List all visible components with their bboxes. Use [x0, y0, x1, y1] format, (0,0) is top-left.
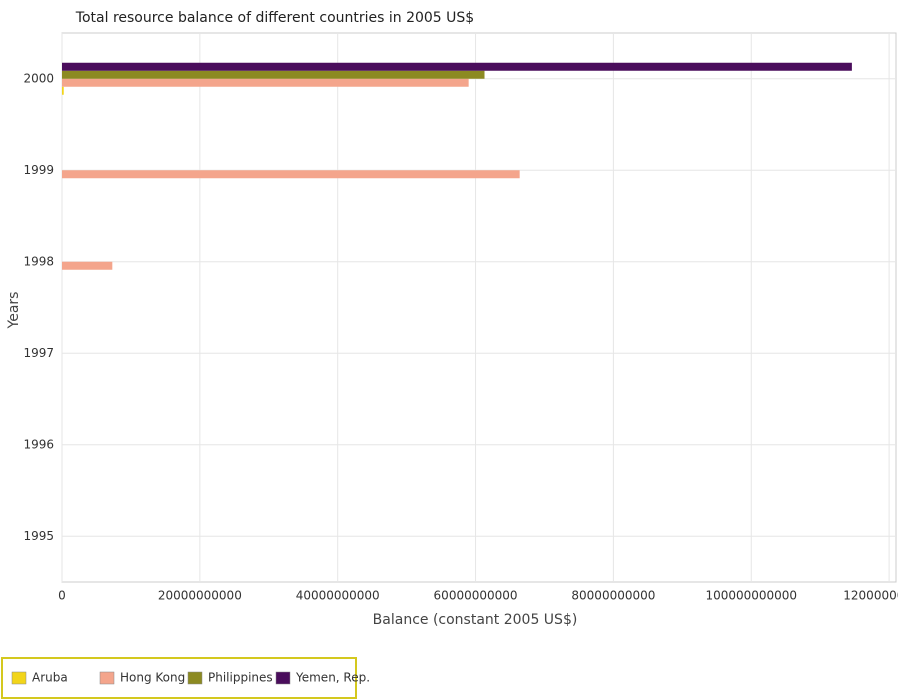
bar: [62, 70, 485, 79]
x-tick-label: 20000000000: [158, 589, 242, 603]
y-tick-label: 2000: [23, 71, 54, 85]
x-tick-label: 100000000000: [705, 589, 797, 603]
bar: [62, 62, 852, 71]
legend-swatch: [275, 671, 291, 685]
bar: [62, 86, 64, 95]
plot-area: [61, 32, 897, 583]
x-tick-label: 60000000000: [434, 589, 518, 603]
x-tick-label: 120000000000: [843, 589, 898, 603]
legend-label: Philippines: [208, 671, 273, 685]
legend: Aruba Hong Kong Philippines Yemen, Rep.: [1, 657, 370, 699]
y-tick-label: 1998: [23, 254, 54, 268]
legend-label: Hong Kong: [120, 671, 185, 685]
y-axis-label: Years: [6, 292, 22, 330]
y-tick-label: 1999: [23, 163, 54, 177]
x-tick-label: 80000000000: [571, 589, 655, 603]
bar: [62, 261, 113, 270]
bar: [62, 170, 520, 179]
y-tick-label: 1997: [23, 346, 54, 360]
legend-label: Yemen, Rep.: [295, 671, 370, 685]
legend-box: [1, 657, 357, 699]
x-tick-label: 0: [58, 589, 66, 603]
bar: [62, 78, 469, 87]
x-tick-label: 40000000000: [296, 589, 380, 603]
y-tick-label: 1995: [23, 529, 54, 543]
legend-label: Aruba: [32, 671, 68, 685]
legend-swatch: [99, 671, 115, 685]
x-axis-label: Balance (constant 2005 US$): [373, 612, 578, 628]
legend-swatch: [187, 671, 203, 685]
y-tick-label: 1996: [23, 437, 54, 451]
chart-title: Total resource balance of different coun…: [75, 10, 474, 26]
legend-swatch: [11, 671, 27, 685]
